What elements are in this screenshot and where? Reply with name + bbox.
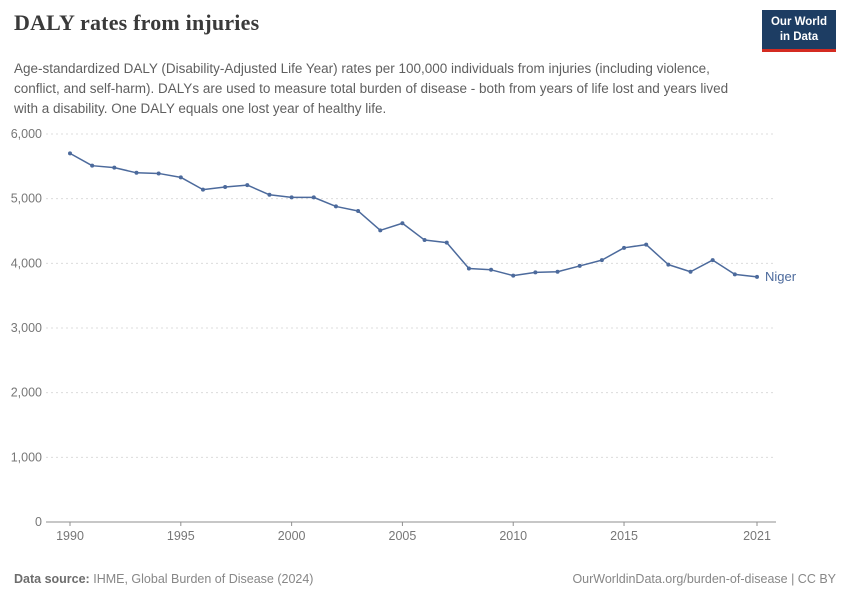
data-source: Data source: IHME, Global Burden of Dise… xyxy=(14,572,313,586)
series-label: Niger xyxy=(765,269,797,284)
data-point[interactable] xyxy=(245,182,250,187)
data-point[interactable] xyxy=(755,274,759,279)
data-point[interactable] xyxy=(622,245,627,250)
x-tick-label: 2005 xyxy=(389,529,417,543)
data-point[interactable] xyxy=(555,269,560,274)
data-point[interactable] xyxy=(400,220,405,225)
data-point[interactable] xyxy=(710,257,715,262)
data-point[interactable] xyxy=(577,263,582,268)
data-point[interactable] xyxy=(732,271,737,276)
data-point[interactable] xyxy=(511,273,516,278)
page-title: DALY rates from injuries xyxy=(14,10,260,35)
data-point[interactable] xyxy=(178,174,183,179)
data-point[interactable] xyxy=(444,240,449,245)
data-point[interactable] xyxy=(422,237,427,242)
x-tick-label: 1990 xyxy=(56,529,84,543)
data-point[interactable] xyxy=(112,165,117,170)
data-source-text: IHME, Global Burden of Disease (2024) xyxy=(93,572,314,586)
data-source-label: Data source: xyxy=(14,572,90,586)
data-point[interactable] xyxy=(289,194,294,199)
chart-subtitle: Age-standardized DALY (Disability-Adjust… xyxy=(14,60,729,117)
data-point[interactable] xyxy=(466,266,471,271)
data-point[interactable] xyxy=(599,257,604,262)
chart-header: DALY rates from injuries Our World in Da… xyxy=(0,0,850,52)
x-tick-label: 1995 xyxy=(167,529,195,543)
data-point[interactable] xyxy=(378,227,383,232)
y-tick-label: 4,000 xyxy=(11,256,42,270)
y-tick-label: 3,000 xyxy=(11,321,42,335)
y-tick-label: 1,000 xyxy=(11,450,42,464)
data-point[interactable] xyxy=(644,242,649,247)
y-tick-label: 2,000 xyxy=(11,385,42,399)
line-series-niger xyxy=(69,152,758,278)
y-tick-label: 5,000 xyxy=(11,191,42,205)
data-point[interactable] xyxy=(267,192,272,197)
daly-line-chart: 0 1,000 2,000 3,000 4,000 5,000 6,000 1990 1995 2… xyxy=(11,127,797,543)
data-point[interactable] xyxy=(68,151,72,156)
data-point[interactable] xyxy=(489,267,494,272)
data-point[interactable] xyxy=(333,204,338,209)
data-point[interactable] xyxy=(311,194,316,199)
x-tick-label: 2000 xyxy=(278,529,306,543)
data-point[interactable] xyxy=(134,170,139,175)
data-point[interactable] xyxy=(356,208,361,213)
y-tick-label: 0 xyxy=(35,515,42,529)
data-point[interactable] xyxy=(200,187,205,192)
data-point[interactable] xyxy=(666,262,671,267)
data-point[interactable] xyxy=(90,163,95,168)
chart-area: 0 1,000 2,000 3,000 4,000 5,000 6,000 1990 1995 2… xyxy=(0,122,850,563)
owid-logo: Our World in Data xyxy=(761,10,836,52)
chart-footer: Data source: IHME, Global Burden of Dise… xyxy=(0,572,850,600)
footer-attribution: OurWorldinData.org/burden-of-disease | C… xyxy=(572,572,836,586)
owid-logo-line2: in Data xyxy=(779,30,819,43)
data-point[interactable] xyxy=(223,184,228,189)
owid-logo-line1: Our World xyxy=(770,16,827,28)
data-point[interactable] xyxy=(688,269,693,274)
x-tick-label: 2010 xyxy=(499,529,527,543)
data-point[interactable] xyxy=(533,270,538,275)
x-tick-label: 2021 xyxy=(743,529,771,543)
data-point[interactable] xyxy=(156,171,161,176)
y-tick-label: 6,000 xyxy=(11,127,42,141)
x-tick-label: 2015 xyxy=(610,529,638,543)
